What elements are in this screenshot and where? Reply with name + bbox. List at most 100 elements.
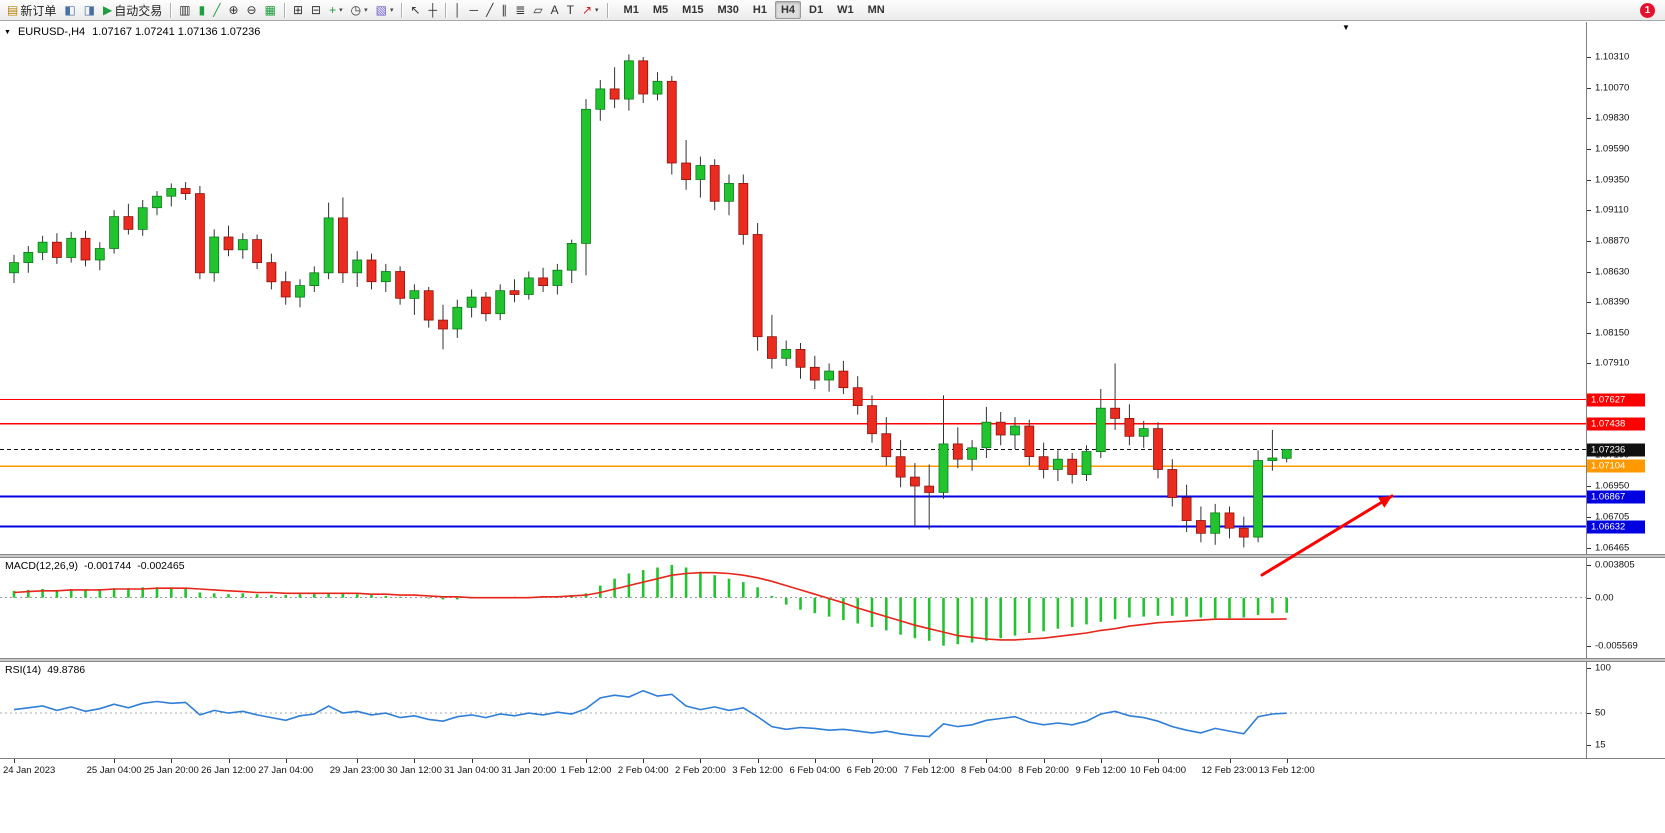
zoom-out-button[interactable]: ⊖ <box>244 1 260 19</box>
time-axis-tick <box>1158 759 1159 763</box>
caret-down-icon: ▾ <box>595 7 599 14</box>
shapes-button[interactable]: ▱ <box>530 1 545 19</box>
tile-windows-button[interactable]: ▦ <box>262 1 279 19</box>
horizontal-line-button[interactable]: ─ <box>467 1 482 19</box>
time-label: 7 Feb 12:00 <box>903 765 955 776</box>
price-axis[interactable]: 1.10310 1.10070 1.09830 1.09590 1.09350 1.091… <box>1586 22 1665 758</box>
price-axis-tick <box>1587 118 1591 120</box>
timeframe-d1[interactable]: D1 <box>809 4 824 16</box>
candles-layer <box>9 54 1292 548</box>
data-window-button[interactable]: ◨ <box>81 1 98 19</box>
level-lines <box>0 399 1586 528</box>
time-axis-tick <box>1043 759 1045 763</box>
price-axis-tick <box>1587 744 1591 746</box>
time-label: 9 Feb 12:00 <box>1075 765 1127 776</box>
price-axis-tick <box>1587 645 1591 647</box>
shift-marker-icon[interactable]: ▼ <box>1342 23 1350 32</box>
timeframe-w1[interactable]: W1 <box>837 4 854 16</box>
timeframe-h1[interactable]: H1 <box>752 4 767 16</box>
ohlc-values: 1.07167 1.07241 1.07136 1.07236 <box>92 26 261 38</box>
price-label: 1.09830 <box>1595 112 1630 124</box>
templates-button[interactable]: ▧ ▾ <box>373 1 397 19</box>
time-axis-tick <box>228 759 230 763</box>
time-axis-tick <box>357 759 359 763</box>
trendline-button[interactable]: ╱ <box>483 1 496 19</box>
price-label: 1.10070 <box>1595 82 1630 94</box>
fibonacci-icon: ≣ <box>515 3 526 17</box>
periods-button[interactable]: ◷ ▾ <box>348 1 371 19</box>
zoom-in-button[interactable]: ⊕ <box>225 1 241 19</box>
template-icon: ▧ <box>375 3 387 17</box>
time-axis-tick <box>114 759 116 763</box>
timeframe-mn[interactable]: MN <box>867 4 885 16</box>
vertical-line-button[interactable]: │ <box>451 1 465 19</box>
price-tag: 1.07104 <box>1587 459 1645 473</box>
time-axis[interactable]: 24 Jan 2023 25 Jan 04:00 25 Jan 20:00 26 Ja… <box>0 758 1665 780</box>
symbol-period-label: EURUSD-,H4 <box>17 26 86 38</box>
indicators-button[interactable]: + ▾ <box>326 1 346 19</box>
bar-chart-button[interactable]: ▥ <box>176 1 193 19</box>
main-chart-pane[interactable]: ▼ EURUSD-,H4 1.07167 1.07241 1.07136 1.0… <box>0 22 1586 554</box>
candlestick-chart-button[interactable]: ▮ <box>196 1 209 19</box>
price-axis-tick <box>1587 564 1591 566</box>
price-label: 1.06950 <box>1595 480 1630 492</box>
text-label-button[interactable]: T <box>564 1 577 19</box>
pane-divider[interactable] <box>0 658 1665 662</box>
text-icon: A <box>550 3 559 17</box>
timeframe-h4[interactable]: H4 <box>774 1 802 19</box>
time-label: 31 Jan 20:00 <box>501 765 557 776</box>
price-label: -0.005569 <box>1595 640 1638 652</box>
time-axis-tick <box>1229 759 1231 763</box>
caret-down-icon: ▾ <box>364 7 368 14</box>
channel-button[interactable]: ∥ <box>498 1 510 19</box>
price-label: 1.08150 <box>1595 327 1630 339</box>
time-label: 31 Jan 04:00 <box>444 765 500 776</box>
timeframe-m1[interactable]: M1 <box>623 4 639 16</box>
timeframe-m15[interactable]: M15 <box>682 4 704 16</box>
timeframe-m5[interactable]: M5 <box>652 4 669 16</box>
autotrading-button[interactable]: ▶ 自动交易 <box>100 1 165 19</box>
time-label: 2 Feb 20:00 <box>675 765 726 776</box>
time-label: 25 Jan 20:00 <box>143 765 199 776</box>
candlestick-chart <box>0 54 1586 548</box>
rsi-line <box>13 689 1287 738</box>
pane-divider[interactable] <box>0 554 1665 558</box>
time-axis-tick <box>929 759 931 763</box>
price-label: 1.08870 <box>1595 235 1630 247</box>
horizontal-line-icon: ─ <box>469 3 479 17</box>
chart-menu-icon[interactable]: ▼ <box>4 28 11 36</box>
macd-pane[interactable]: MACD(12,26,9) -0.001744 -0.002465 <box>0 558 1586 658</box>
caret-down-icon: ▾ <box>339 7 343 14</box>
cursor-button[interactable]: ↖ <box>407 1 423 19</box>
time-label: 8 Feb 04:00 <box>961 765 1012 776</box>
cascade-windows-button[interactable]: ⊞ <box>290 1 306 19</box>
price-label: 1.08630 <box>1595 266 1630 278</box>
price-axis-tick <box>1587 547 1591 549</box>
arrange-windows-button[interactable]: ⊟ <box>308 1 324 19</box>
timeframe-m30[interactable]: M30 <box>717 4 739 16</box>
market-watch-button[interactable]: ◧ <box>61 1 78 19</box>
new-order-icon: ▤ <box>7 3 19 17</box>
notification-badge[interactable]: 1 <box>1640 3 1655 18</box>
rsi-chart <box>0 689 1586 738</box>
price-tag: 1.07438 <box>1587 417 1645 431</box>
line-chart-button[interactable]: ╱ <box>210 1 223 19</box>
fibonacci-button[interactable]: ≣ <box>512 1 528 19</box>
rsi-pane[interactable]: RSI(14) 49.8786 <box>0 662 1586 758</box>
text-button[interactable]: A <box>548 1 562 19</box>
cursor-icon: ↖ <box>410 3 421 17</box>
arrows-button[interactable]: ↗ ▾ <box>579 1 602 19</box>
price-axis-tick <box>1587 240 1591 242</box>
autotrading-button-label: 自动交易 <box>114 3 163 18</box>
time-label: 10 Feb 04:00 <box>1130 765 1186 776</box>
new-order-button[interactable]: ▤ 新订单 <box>4 1 59 19</box>
time-label: 2 Feb 04:00 <box>617 765 669 776</box>
time-label: 8 Feb 20:00 <box>1018 765 1069 776</box>
time-axis-tick <box>414 759 416 763</box>
time-label: 13 Feb 12:00 <box>1258 765 1315 776</box>
crosshair-button[interactable]: ┼ <box>426 1 441 19</box>
price-tag: 1.07236 <box>1587 443 1645 457</box>
price-label: 100 <box>1595 662 1611 674</box>
price-tag: 1.06632 <box>1587 520 1645 534</box>
shapes-icon: ▱ <box>533 3 543 17</box>
